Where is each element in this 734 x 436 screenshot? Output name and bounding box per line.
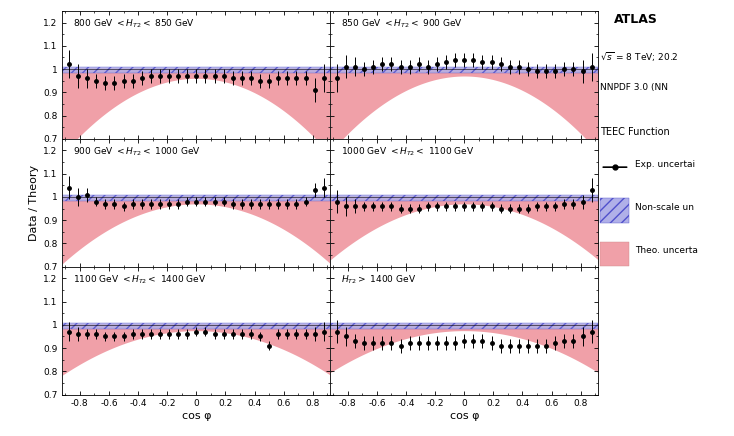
Text: TEEC Function: TEEC Function (600, 126, 670, 136)
Text: 900 GeV $< H_{T2} <$ 1000 GeV: 900 GeV $< H_{T2} <$ 1000 GeV (73, 145, 201, 158)
Text: 1100 GeV $< H_{T2} <$ 1400 GeV: 1100 GeV $< H_{T2} <$ 1400 GeV (73, 273, 206, 286)
Y-axis label: Data / Theory: Data / Theory (29, 165, 39, 241)
Text: ATLAS: ATLAS (614, 13, 658, 26)
Bar (600, 242, 630, 266)
Bar (600, 198, 630, 222)
Text: 850 GeV $< H_{T2} <$ 900 GeV: 850 GeV $< H_{T2} <$ 900 GeV (341, 17, 463, 30)
Text: Non-scale un: Non-scale un (635, 203, 694, 212)
Text: $\sqrt{s}$ = 8 TeV; 20.2: $\sqrt{s}$ = 8 TeV; 20.2 (600, 51, 679, 65)
X-axis label: cos φ: cos φ (181, 411, 211, 421)
Text: 1000 GeV $< H_{T2} <$ 1100 GeV: 1000 GeV $< H_{T2} <$ 1100 GeV (341, 145, 474, 158)
Text: NNPDF 3.0 (NN: NNPDF 3.0 (NN (600, 83, 669, 92)
Text: Exp. uncertai: Exp. uncertai (635, 160, 695, 169)
X-axis label: cos φ: cos φ (449, 411, 479, 421)
Text: Theo. uncerta: Theo. uncerta (635, 246, 697, 255)
Text: 800 GeV $< H_{T2} <$ 850 GeV: 800 GeV $< H_{T2} <$ 850 GeV (73, 17, 195, 30)
Text: $H_{T2} >$ 1400 GeV: $H_{T2} >$ 1400 GeV (341, 273, 416, 286)
